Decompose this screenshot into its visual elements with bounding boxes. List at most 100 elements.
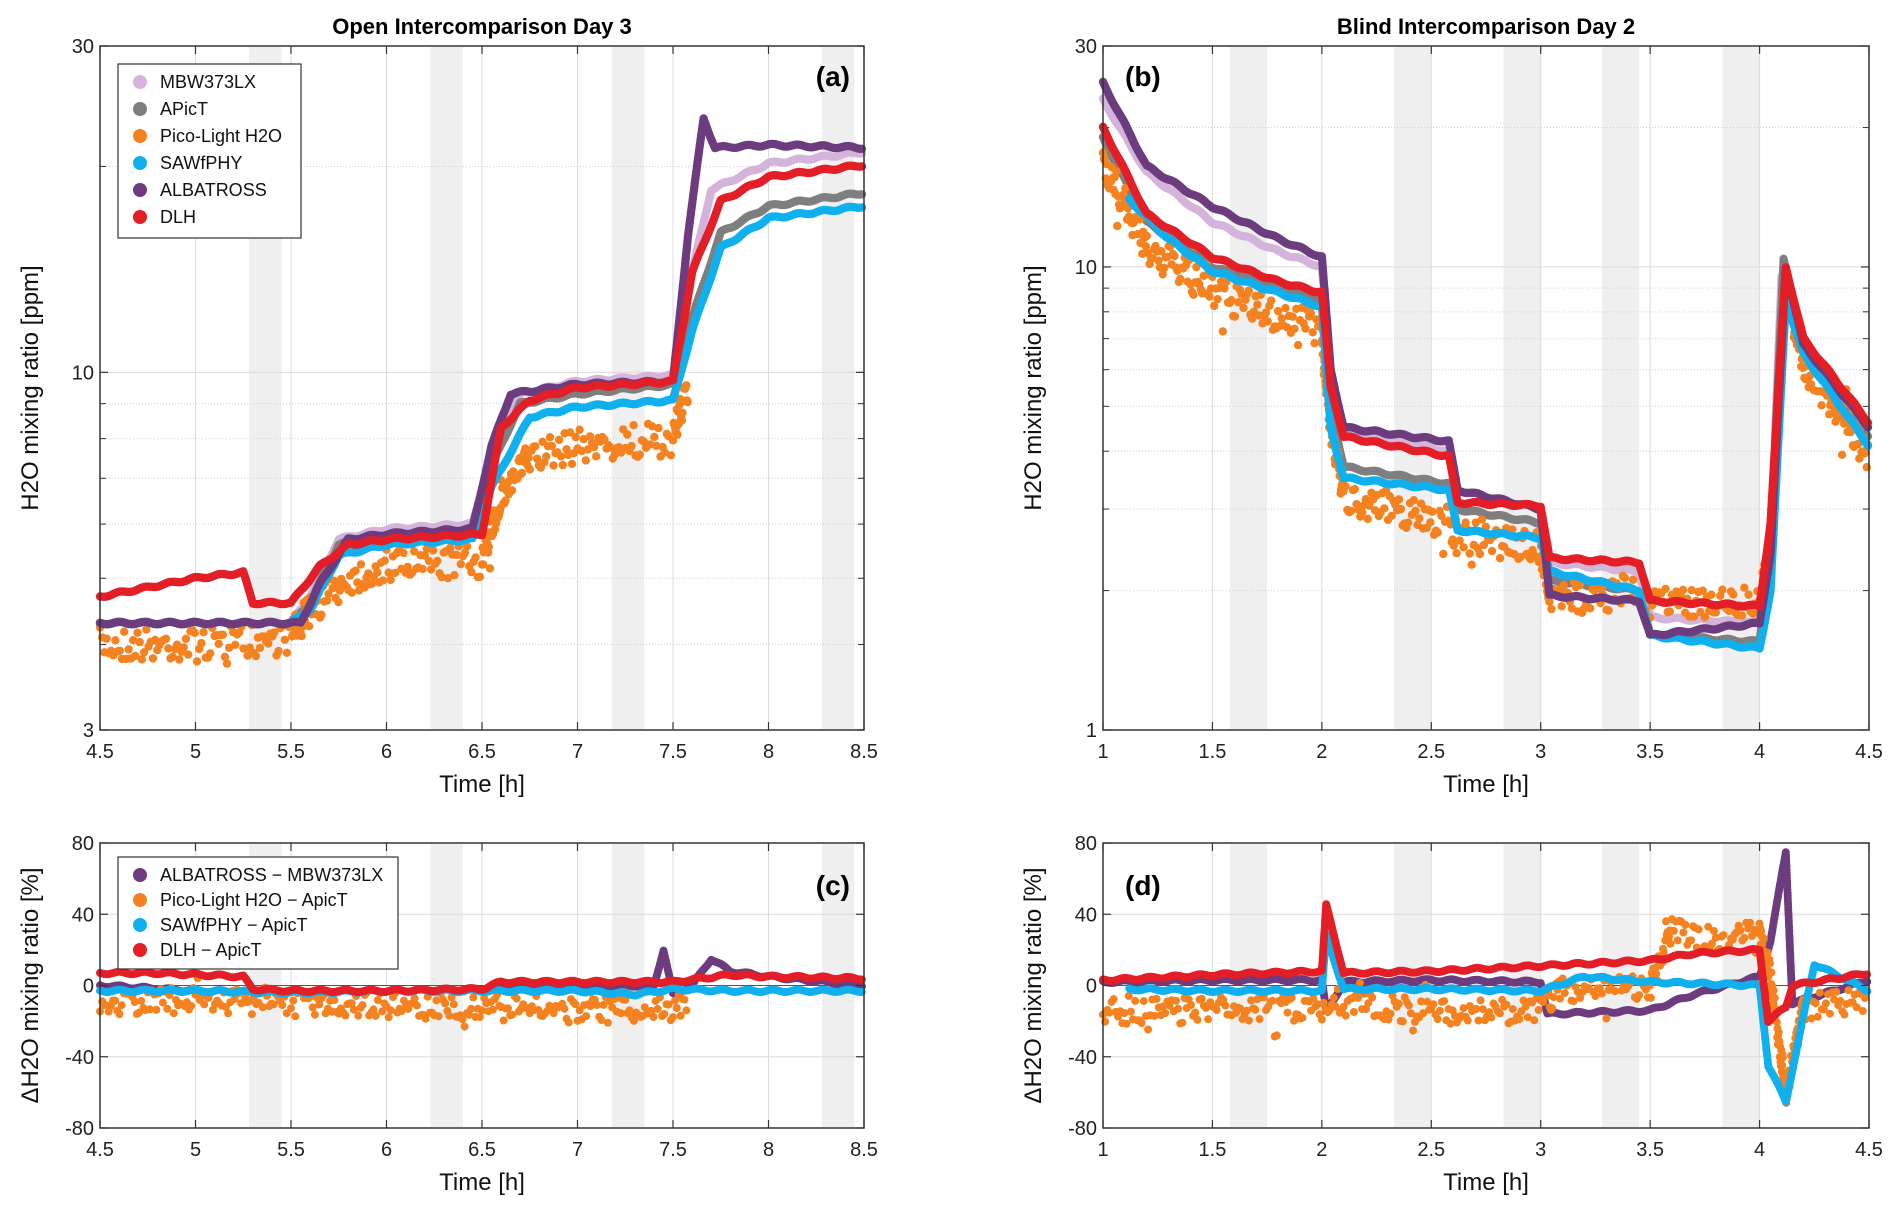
data-point xyxy=(1273,306,1283,316)
data-point xyxy=(386,575,395,585)
data-point xyxy=(197,638,206,648)
data-point xyxy=(581,456,590,465)
data-point xyxy=(1557,602,1566,611)
data-point xyxy=(547,441,556,451)
data-point xyxy=(567,459,577,469)
shaded-interval xyxy=(1229,47,1268,729)
data-point xyxy=(120,627,129,636)
data-point xyxy=(1230,312,1240,321)
legend-entry: Pico-Light H2O xyxy=(160,126,282,146)
data-point xyxy=(1665,607,1675,616)
data-point xyxy=(274,646,283,656)
x-tick-label: 4.5 xyxy=(86,741,114,763)
y-tick-label: 10 xyxy=(72,362,94,384)
shaded-interval xyxy=(430,47,463,729)
x-tick-label: 7.5 xyxy=(659,741,687,763)
data-point xyxy=(1707,590,1716,599)
y-axis-label: H2O mixing ratio [ppm] xyxy=(17,265,44,510)
data-point xyxy=(456,560,465,569)
data-point xyxy=(531,442,540,451)
data-point xyxy=(184,650,193,659)
data-point xyxy=(1459,543,1468,552)
data-point xyxy=(575,425,584,434)
data-point xyxy=(282,648,292,657)
data-point xyxy=(683,397,692,407)
data-point xyxy=(1467,560,1476,569)
data-point xyxy=(270,628,279,637)
data-point xyxy=(135,637,144,647)
data-point xyxy=(556,452,566,461)
data-point xyxy=(1363,514,1372,523)
legend-marker xyxy=(133,102,147,116)
legend-entry: APicT xyxy=(160,99,208,119)
data-point xyxy=(317,610,326,619)
legend-entry: SAWfPHY xyxy=(160,153,242,173)
data-point xyxy=(124,645,133,654)
data-point xyxy=(1452,549,1461,558)
x-tick-label: 6 xyxy=(381,741,392,763)
data-point xyxy=(1477,515,1487,524)
data-point xyxy=(335,586,344,595)
data-point xyxy=(592,452,601,461)
data-point xyxy=(172,640,182,649)
data-point xyxy=(181,634,191,643)
data-point xyxy=(347,588,357,597)
data-point xyxy=(142,625,151,634)
y-tick-label: 30 xyxy=(72,36,94,58)
data-point xyxy=(218,630,228,639)
data-point xyxy=(1628,575,1638,584)
data-point xyxy=(251,651,261,661)
data-point xyxy=(1218,327,1228,336)
data-point xyxy=(857,203,867,212)
data-point xyxy=(429,546,438,555)
data-point xyxy=(1465,549,1474,558)
data-point xyxy=(1350,484,1360,494)
data-point xyxy=(1189,290,1198,299)
data-point xyxy=(1729,590,1738,599)
shaded-interval xyxy=(821,47,855,729)
data-point xyxy=(304,622,314,631)
x-tick-label: 7 xyxy=(572,741,583,763)
data-point xyxy=(220,652,230,662)
data-point xyxy=(635,450,644,459)
data-point xyxy=(164,644,173,653)
data-point xyxy=(1678,585,1688,595)
data-point xyxy=(678,408,687,417)
data-point xyxy=(102,634,111,643)
x-tick-label: 8.5 xyxy=(850,741,878,763)
data-point xyxy=(192,657,202,666)
data-point xyxy=(1263,317,1272,326)
data-point xyxy=(1487,546,1497,556)
data-point xyxy=(137,655,147,664)
x-tick-label: 6.5 xyxy=(468,741,496,763)
data-point xyxy=(239,644,248,653)
data-point xyxy=(1426,518,1435,527)
data-point xyxy=(399,548,408,558)
data-point xyxy=(131,651,140,661)
data-point xyxy=(115,646,125,655)
data-point xyxy=(1213,295,1222,304)
x-tick-label: 5.5 xyxy=(277,741,305,763)
data-point xyxy=(111,636,120,645)
data-point xyxy=(1244,286,1253,295)
data-point xyxy=(1288,312,1297,321)
data-point xyxy=(179,643,188,652)
data-point xyxy=(1396,504,1406,514)
data-point xyxy=(1475,549,1485,559)
data-point xyxy=(682,381,691,390)
data-point xyxy=(264,639,273,648)
data-point xyxy=(549,461,558,470)
data-point xyxy=(175,655,184,664)
data-point xyxy=(1547,604,1556,614)
data-point xyxy=(627,441,636,451)
data-point xyxy=(1113,221,1122,231)
shaded-interval xyxy=(1601,47,1640,729)
chart-title: Open Intercomparison Day 3 xyxy=(332,14,632,39)
data-point xyxy=(475,572,485,581)
data-point xyxy=(1142,231,1152,241)
data-point xyxy=(1661,584,1670,594)
data-point xyxy=(1301,324,1310,333)
